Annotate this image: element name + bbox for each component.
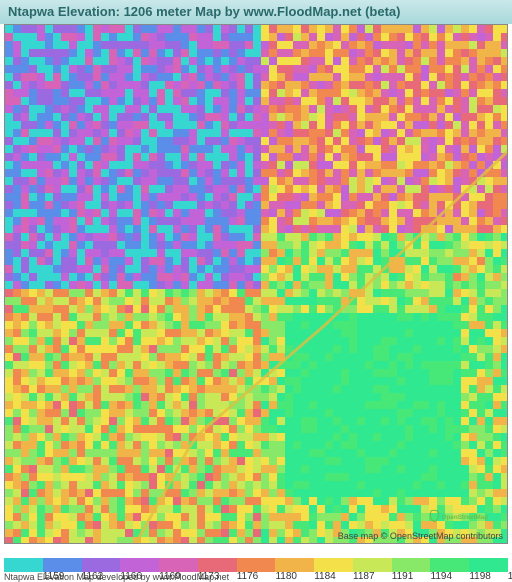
legend-tick: 1166 [120, 571, 142, 582]
road-path [135, 150, 508, 544]
legend-tick: 1162 [82, 571, 104, 582]
legend-swatch [353, 558, 392, 572]
legend-tick: 1187 [353, 571, 375, 582]
road-overlay [5, 25, 508, 544]
legend-swatch [159, 558, 198, 572]
legend-swatch [198, 558, 237, 572]
legend-swatch [314, 558, 353, 572]
openstreetmap-logo: OpenStreetMap [429, 508, 499, 529]
legend-tick: 1198 [469, 571, 491, 582]
color-legend: 1159116211661169117311761180118411871191… [4, 558, 508, 572]
legend-swatch [469, 558, 508, 572]
legend-tick: 1176 [237, 571, 259, 582]
legend-tick: 1184 [314, 571, 336, 582]
legend-swatch [4, 558, 43, 572]
legend-swatch [120, 558, 159, 572]
legend-swatch [430, 558, 469, 572]
elevation-map: OpenStreetMap Base map © OpenStreetMap c… [4, 24, 508, 544]
svg-text:OpenStreetMap: OpenStreetMap [442, 514, 489, 521]
legend-tick: 1202 [508, 571, 512, 582]
legend-swatch [392, 558, 431, 572]
legend-tick: 1180 [275, 571, 297, 582]
legend-tick: 1159 [43, 571, 65, 582]
title-bar: Ntapwa Elevation: 1206 meter Map by www.… [0, 0, 512, 24]
legend-tick: 1191 [392, 571, 414, 582]
legend-swatch [237, 558, 276, 572]
map-caption: Ntapwa Elevation Map developed by www.Fl… [4, 572, 229, 582]
title-text: Ntapwa Elevation: 1206 meter Map by www.… [8, 4, 400, 19]
legend-swatch [275, 558, 314, 572]
legend-swatch [82, 558, 121, 572]
map-attribution: Base map © OpenStreetMap contributors [338, 531, 503, 541]
legend-tick: 1194 [431, 571, 453, 582]
legend-tick: 1169 [159, 571, 181, 582]
legend-swatch [43, 558, 82, 572]
legend-tick: 1173 [198, 571, 220, 582]
